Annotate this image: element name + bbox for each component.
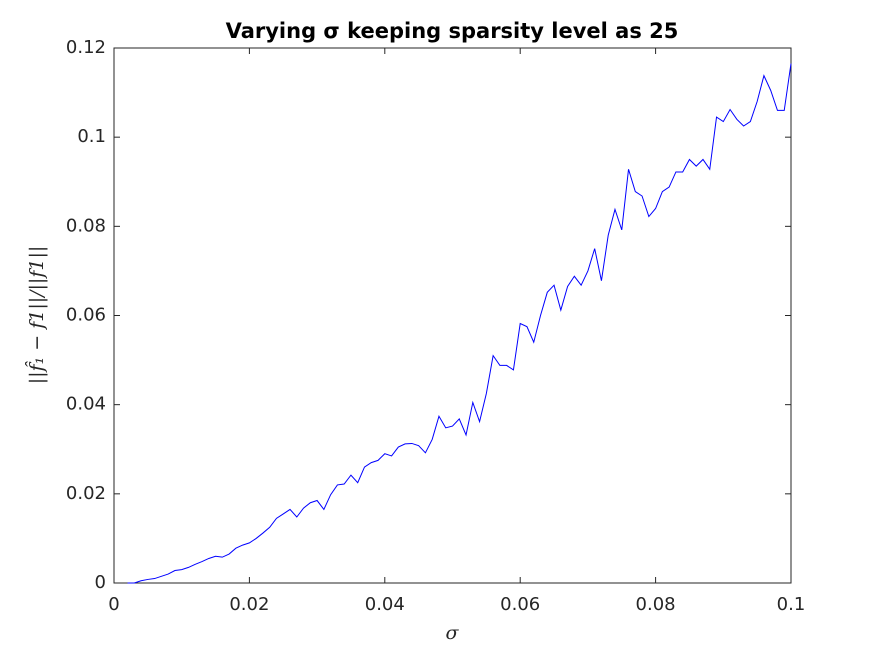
- y-tick-label: 0.04: [66, 394, 106, 415]
- y-tick-label: 0.02: [66, 483, 106, 504]
- y-tick-label: 0.06: [66, 305, 106, 326]
- chart-title: Varying σ keeping sparsity level as 25: [226, 19, 679, 43]
- y-tick-label: 0.12: [66, 37, 106, 58]
- plot-area: [113, 47, 792, 584]
- x-tick-label: 0.04: [365, 594, 405, 615]
- y-tick-label: 0.08: [66, 215, 106, 236]
- data-line: [127, 63, 792, 584]
- x-axis-label: σ: [446, 622, 460, 644]
- x-tick-label: 0.1: [777, 594, 806, 615]
- x-tick-label: 0.08: [636, 594, 676, 615]
- x-tick-label: 0.06: [500, 594, 540, 615]
- x-tick-label: 0: [108, 594, 119, 615]
- y-tick-label: 0: [95, 572, 106, 593]
- y-tick-label: 0.1: [77, 126, 106, 147]
- x-tick-label: 0.02: [229, 594, 269, 615]
- y-axis-label: ||f̂₁ − f1||/||f1||: [25, 246, 48, 385]
